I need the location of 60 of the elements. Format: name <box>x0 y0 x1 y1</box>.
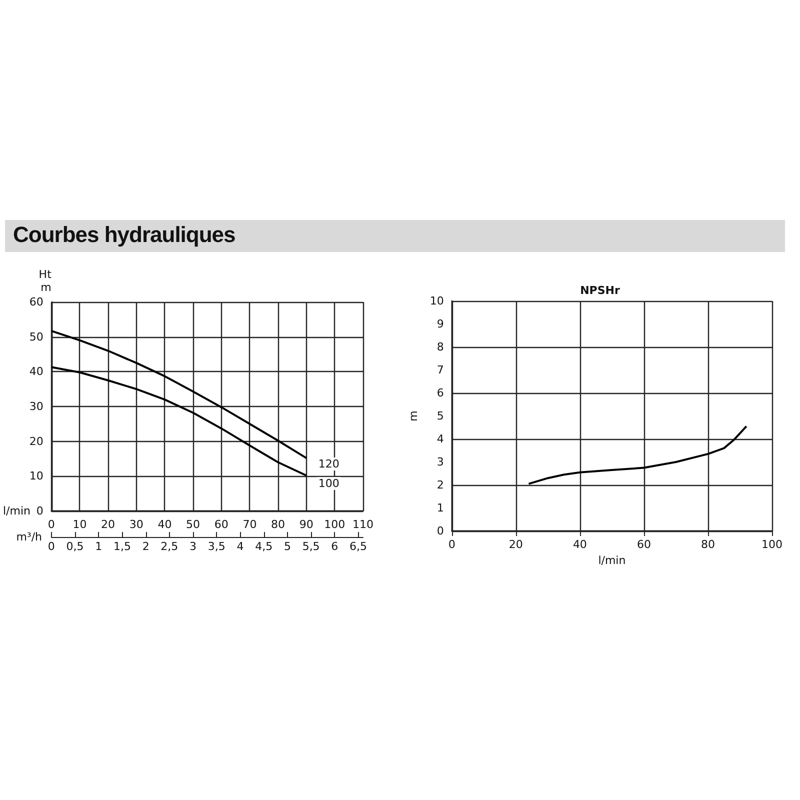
x2-tick-label: 5,5 <box>302 540 320 553</box>
x-tick-label: 90 <box>299 518 314 531</box>
x2-tick-label: 4 <box>236 540 244 553</box>
series-label: 100 <box>318 476 340 490</box>
x2-tick-label: 1 <box>95 540 102 553</box>
x-tick-label: 110 <box>352 518 374 531</box>
x2-tick-label: 0,5 <box>66 540 84 553</box>
x-tick-label: 100 <box>324 518 346 531</box>
y-tick-label: 9 <box>436 318 444 330</box>
y-tick-label: 30 <box>29 400 44 413</box>
x-tick-label: 60 <box>214 518 228 531</box>
y-tick-label: 1 <box>436 502 444 514</box>
x2-tick-label: 6,5 <box>350 540 368 553</box>
x-tick-label: 100 <box>762 538 782 551</box>
x2-tick-label: 4,5 <box>255 540 273 553</box>
chart-title: NPSHr <box>580 284 620 297</box>
series-label: 120 <box>318 458 340 471</box>
y-tick-label: 10 <box>29 470 44 483</box>
y-tick-label: 5 <box>436 410 444 422</box>
x-tick-label: 70 <box>242 518 257 531</box>
x-tick-label: 30 <box>129 518 144 531</box>
x-axis-title: l/min <box>2 504 31 518</box>
x2-tick-label: 5 <box>284 540 291 553</box>
y-tick-label: 8 <box>436 340 444 354</box>
y-axis-title: Ht m <box>38 268 52 294</box>
line-series <box>528 425 748 485</box>
y-tick-label: 40 <box>29 365 44 378</box>
x-tick-label: 0 <box>48 518 55 531</box>
x2-axis-title: m³/h <box>16 530 42 544</box>
line-series <box>50 330 308 460</box>
y-tick-label: 3 <box>436 456 444 468</box>
x-tick-label: 80 <box>700 538 715 551</box>
x-tick-label: 60 <box>636 538 651 551</box>
x-axis-title: l/min <box>598 554 626 567</box>
x-tick-label: 0 <box>448 538 456 551</box>
x2-tick-label: 2 <box>142 540 150 553</box>
line-series <box>50 366 308 476</box>
y-tick-label: 60 <box>29 296 44 308</box>
x-tick-label: 50 <box>186 518 200 531</box>
x-tick-label: 40 <box>572 538 587 551</box>
x-tick-label: 40 <box>158 518 172 531</box>
x-tick-label: 10 <box>72 518 87 531</box>
x-tick-label: 20 <box>508 538 523 551</box>
y-axis-title: m <box>407 410 420 422</box>
x2-tick-label: 2,5 <box>160 540 178 553</box>
x2-tick-label: 6 <box>331 540 338 553</box>
x2-tick-label: 3,5 <box>208 540 226 553</box>
y-tick-label: 4 <box>436 432 444 446</box>
y-tick-label: 10 <box>430 294 444 308</box>
y-tick-label: 2 <box>436 478 444 492</box>
y-tick-label: 6 <box>436 386 444 400</box>
x2-tick-label: 3 <box>190 540 197 553</box>
x2-tick-label: 1,5 <box>113 540 131 553</box>
y-tick-label: 50 <box>29 330 44 344</box>
x-tick-label: 20 <box>101 518 116 531</box>
y-tick-label: 20 <box>29 434 44 448</box>
y-tick-label: 7 <box>436 364 444 376</box>
x-tick-label: 80 <box>271 518 286 531</box>
chart-title: Courbes hydrauliques <box>13 222 236 248</box>
y-tick-label: 0 <box>36 504 44 518</box>
